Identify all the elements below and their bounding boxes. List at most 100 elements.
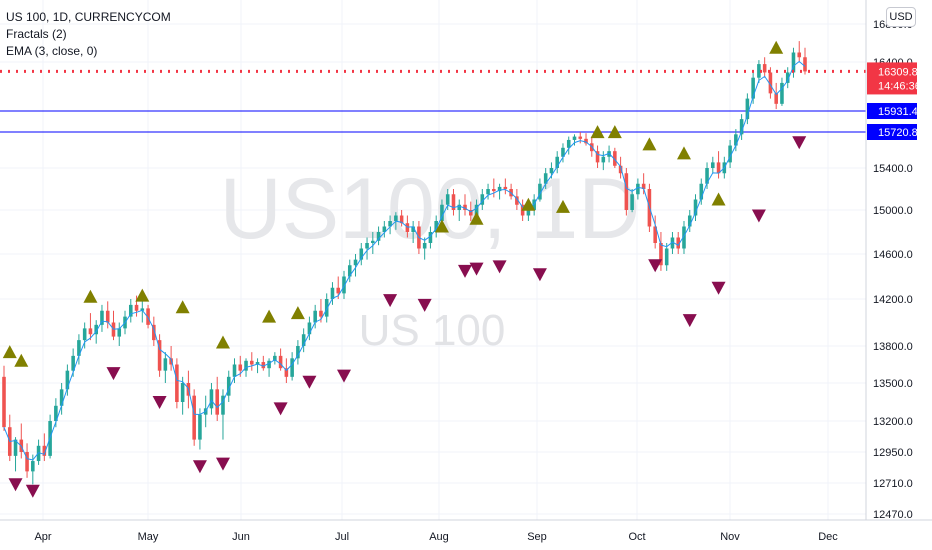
- candle-body: [226, 376, 231, 396]
- candle-body: [267, 360, 271, 369]
- fractal-up-marker: [590, 125, 605, 139]
- candle: [803, 47, 807, 75]
- last-price-value: 16309.8: [878, 66, 918, 78]
- candle-body: [440, 204, 444, 221]
- candle-body: [561, 147, 565, 157]
- candle-body: [543, 173, 548, 184]
- candle-body: [163, 358, 168, 371]
- candle: [330, 282, 335, 305]
- candle-body: [693, 199, 698, 216]
- candle: [209, 383, 214, 415]
- candle-body: [785, 72, 790, 83]
- candle: [376, 226, 381, 246]
- candle-body: [250, 360, 254, 365]
- chart-grid: [0, 0, 866, 520]
- fractal-up-marker: [135, 288, 150, 302]
- candle-body: [88, 328, 93, 335]
- fractal-down-marker: [792, 136, 807, 150]
- candle-body: [601, 156, 606, 163]
- candle-body: [572, 136, 577, 140]
- watermark-small: US 100: [359, 306, 506, 355]
- candle: [578, 132, 583, 144]
- candle: [492, 178, 496, 198]
- candle-body: [480, 194, 485, 205]
- candle: [342, 270, 346, 299]
- candle: [157, 334, 162, 377]
- candle-body: [330, 287, 335, 299]
- currency-button[interactable]: USD: [886, 7, 916, 27]
- candle-body: [757, 64, 761, 78]
- fractal-up-marker: [2, 345, 17, 359]
- candle: [221, 389, 225, 440]
- candle-body: [255, 362, 260, 365]
- candle-body: [232, 364, 237, 377]
- candle: [273, 352, 277, 365]
- fractal-down-marker: [8, 478, 23, 492]
- candle: [353, 254, 358, 277]
- candle-body: [146, 308, 150, 325]
- candle-body: [676, 237, 681, 249]
- candle: [451, 189, 456, 216]
- candle-body: [31, 461, 35, 472]
- candle-body: [699, 183, 704, 200]
- candle: [434, 215, 438, 238]
- fractal-down-marker: [682, 314, 697, 328]
- candle: [676, 232, 681, 254]
- fractal-up-marker: [607, 125, 622, 139]
- candle: [13, 437, 18, 472]
- candle: [797, 41, 802, 62]
- ema-series: [3, 60, 806, 461]
- candle: [480, 189, 485, 210]
- fractal-down-marker: [711, 281, 726, 295]
- candle: [595, 145, 600, 168]
- candle: [728, 139, 732, 168]
- candle: [711, 156, 715, 174]
- legend-symbol[interactable]: US 100, 1D, CURRENCYCOM: [6, 10, 171, 24]
- candle: [555, 151, 559, 174]
- candle: [77, 334, 81, 365]
- countdown-timer: 14:46:36: [878, 80, 921, 92]
- candle: [111, 310, 116, 341]
- candle: [192, 389, 196, 446]
- candle-body: [728, 145, 732, 163]
- candle-body: [192, 395, 196, 440]
- candle-body: [687, 215, 692, 227]
- fractal-up-marker: [175, 300, 190, 314]
- candle: [382, 221, 387, 238]
- candle-body: [359, 248, 364, 260]
- candle: [641, 173, 646, 195]
- candle-body: [296, 346, 300, 359]
- candle: [128, 299, 133, 323]
- x-tick-label: Oct: [628, 531, 645, 543]
- candle-body: [2, 376, 6, 428]
- fractal-down-marker: [458, 264, 473, 278]
- candle-body: [745, 98, 750, 120]
- candle: [117, 322, 122, 346]
- legend-fractals[interactable]: Fractals (2): [6, 27, 67, 41]
- legend-ema[interactable]: EMA (3, close, 0): [6, 44, 98, 58]
- candle: [561, 143, 565, 163]
- candle: [146, 304, 150, 329]
- candle-body: [376, 232, 381, 241]
- candle: [457, 199, 462, 221]
- y-tick-label: 15000.0: [873, 205, 913, 217]
- price-labels: 16309.8 14:46:36 15931.4 15720.8: [867, 62, 921, 140]
- candle-body: [209, 389, 214, 409]
- candle-body: [451, 194, 456, 210]
- candle-body: [463, 204, 467, 210]
- line-price-value: 15931.4: [878, 106, 918, 118]
- y-tick-label: 13800.0: [873, 341, 913, 353]
- candle: [42, 433, 47, 462]
- candle-body: [497, 186, 502, 192]
- candle-body: [273, 355, 277, 361]
- x-tick-label: May: [138, 531, 159, 543]
- candle-body: [492, 189, 496, 192]
- candle: [169, 346, 173, 371]
- x-tick-label: Jul: [335, 531, 349, 543]
- fractal-down-marker: [648, 259, 663, 273]
- candle-body: [486, 189, 490, 195]
- fractal-down-marker: [106, 367, 121, 381]
- candle: [180, 376, 185, 415]
- candle: [734, 129, 738, 152]
